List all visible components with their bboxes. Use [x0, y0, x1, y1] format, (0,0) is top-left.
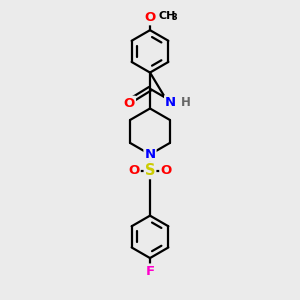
- Text: H: H: [181, 96, 191, 109]
- Text: S: S: [145, 163, 155, 178]
- Text: F: F: [146, 265, 154, 278]
- Text: CH: CH: [158, 11, 175, 21]
- Text: N: N: [144, 148, 156, 161]
- Text: O: O: [144, 11, 156, 24]
- Text: N: N: [165, 96, 176, 109]
- Text: O: O: [124, 97, 135, 110]
- Text: O: O: [160, 164, 172, 177]
- Text: O: O: [128, 164, 140, 177]
- Text: 3: 3: [171, 13, 177, 22]
